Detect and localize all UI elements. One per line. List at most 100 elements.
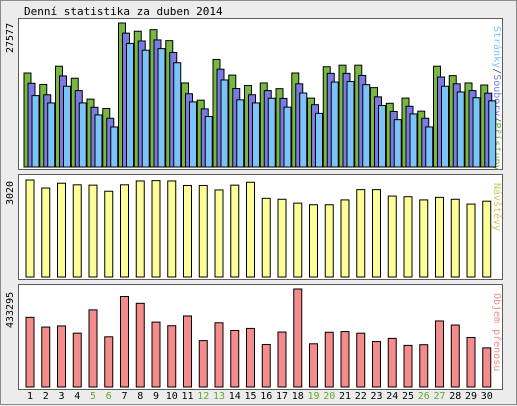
bar-top-stranky-15 bbox=[252, 102, 260, 168]
bar-navstevy-10 bbox=[167, 180, 177, 278]
bar-objem-3 bbox=[57, 325, 66, 388]
day-label-18: 18 bbox=[292, 391, 304, 402]
bar-top-stranky-19 bbox=[315, 112, 323, 168]
day-label-16: 16 bbox=[260, 391, 272, 402]
bar-top-stranky-18 bbox=[299, 92, 308, 168]
bar-navstevy-5 bbox=[88, 184, 98, 278]
day-label-7: 7 bbox=[121, 391, 127, 402]
bar-top-stranky-10 bbox=[173, 62, 182, 168]
day-label-11: 11 bbox=[181, 391, 193, 402]
bar-top-stranky-6 bbox=[110, 126, 119, 168]
bar-top-stranky-2 bbox=[47, 102, 56, 168]
bar-navstevy-23 bbox=[372, 189, 381, 278]
bar-top-stranky-25 bbox=[409, 113, 418, 168]
bar-objem-15 bbox=[246, 327, 255, 388]
bar-objem-8 bbox=[135, 302, 145, 388]
bar-objem-6 bbox=[104, 336, 114, 388]
day-label-3: 3 bbox=[58, 391, 64, 402]
day-label-29: 29 bbox=[465, 391, 477, 402]
bar-navstevy-26 bbox=[419, 199, 429, 278]
bar-navstevy-21 bbox=[340, 199, 350, 278]
bar-navstevy-11 bbox=[183, 184, 192, 278]
bar-top-stranky-8 bbox=[141, 49, 150, 168]
day-label-28: 28 bbox=[449, 391, 461, 402]
bar-objem-1 bbox=[25, 316, 35, 388]
bar-navstevy-13 bbox=[214, 189, 224, 278]
bar-navstevy-14 bbox=[230, 184, 240, 278]
bar-navstevy-22 bbox=[356, 189, 366, 278]
bar-top-stranky-30 bbox=[488, 100, 497, 168]
bar-objem-18 bbox=[293, 288, 303, 388]
bar-objem-11 bbox=[183, 315, 192, 388]
bar-navstevy-2 bbox=[41, 187, 51, 278]
day-label-2: 2 bbox=[43, 391, 49, 402]
bar-objem-7 bbox=[120, 296, 129, 388]
bar-objem-22 bbox=[356, 332, 366, 388]
bar-navstevy-4 bbox=[72, 184, 82, 278]
bar-objem-20 bbox=[324, 331, 334, 388]
bar-top-stranky-21 bbox=[346, 81, 355, 168]
bar-objem-29 bbox=[466, 336, 476, 388]
bar-objem-13 bbox=[214, 322, 224, 388]
bar-navstevy-12 bbox=[198, 184, 208, 278]
bar-navstevy-27 bbox=[435, 196, 444, 278]
bar-top-stranky-29 bbox=[472, 97, 481, 168]
bar-top-stranky-4 bbox=[78, 102, 87, 168]
bar-navstevy-24 bbox=[387, 195, 397, 278]
day-label-13: 13 bbox=[213, 391, 225, 402]
bar-objem-10 bbox=[167, 325, 177, 388]
day-label-1: 1 bbox=[27, 391, 33, 402]
bar-top-stranky-16 bbox=[267, 97, 276, 168]
bar-top-stranky-24 bbox=[393, 119, 402, 168]
bar-objem-17 bbox=[277, 331, 287, 388]
bar-navstevy-9 bbox=[151, 180, 161, 278]
bar-top-stranky-12 bbox=[204, 116, 213, 168]
bar-objem-12 bbox=[198, 340, 208, 388]
bar-objem-27 bbox=[435, 320, 444, 388]
bar-navstevy-19 bbox=[309, 204, 318, 278]
bar-top-stranky-13 bbox=[220, 79, 229, 168]
day-label-25: 25 bbox=[402, 391, 414, 402]
day-label-24: 24 bbox=[386, 391, 398, 402]
bar-navstevy-1 bbox=[25, 179, 35, 278]
bar-navstevy-20 bbox=[324, 204, 334, 278]
bar-navstevy-17 bbox=[277, 198, 287, 278]
bar-objem-5 bbox=[88, 309, 98, 388]
day-label-20: 20 bbox=[323, 391, 335, 402]
day-label-6: 6 bbox=[106, 391, 112, 402]
bar-navstevy-25 bbox=[403, 196, 413, 278]
bar-navstevy-15 bbox=[246, 181, 255, 278]
bar-objem-25 bbox=[403, 344, 413, 388]
bar-objem-28 bbox=[450, 324, 460, 388]
bar-top-stranky-3 bbox=[63, 85, 71, 168]
bar-objem-23 bbox=[372, 341, 381, 388]
bar-navstevy-16 bbox=[261, 197, 271, 278]
day-label-23: 23 bbox=[370, 391, 382, 402]
bar-objem-19 bbox=[309, 343, 318, 388]
bar-top-stranky-27 bbox=[441, 85, 449, 168]
bar-objem-2 bbox=[41, 326, 51, 388]
bar-top-stranky-23 bbox=[378, 105, 386, 168]
bar-navstevy-29 bbox=[466, 203, 476, 278]
day-label-17: 17 bbox=[276, 391, 288, 402]
day-label-10: 10 bbox=[166, 391, 178, 402]
bar-objem-4 bbox=[72, 332, 82, 388]
bar-navstevy-28 bbox=[450, 198, 460, 278]
day-label-12: 12 bbox=[197, 391, 209, 402]
day-label-27: 27 bbox=[433, 391, 445, 402]
bar-top-stranky-9 bbox=[157, 48, 166, 168]
bar-objem-14 bbox=[230, 329, 240, 388]
day-label-5: 5 bbox=[90, 391, 96, 402]
day-label-14: 14 bbox=[229, 391, 241, 402]
bar-top-stranky-20 bbox=[330, 81, 339, 168]
bar-objem-24 bbox=[387, 337, 397, 388]
bar-top-stranky-17 bbox=[283, 106, 292, 168]
day-label-30: 30 bbox=[481, 391, 493, 402]
bar-top-stranky-14 bbox=[236, 99, 245, 168]
bar-top-stranky-7 bbox=[126, 42, 134, 168]
day-label-26: 26 bbox=[418, 391, 430, 402]
day-label-21: 21 bbox=[339, 391, 351, 402]
day-label-22: 22 bbox=[355, 391, 367, 402]
bar-navstevy-6 bbox=[104, 190, 114, 278]
